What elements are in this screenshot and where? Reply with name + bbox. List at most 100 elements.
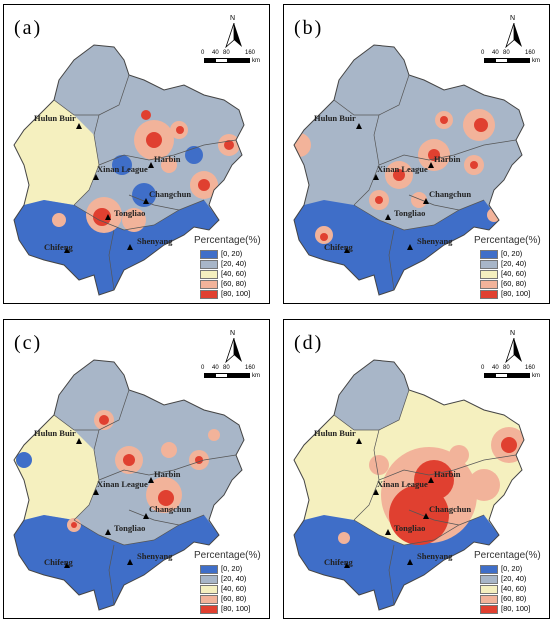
scale-unit: km [252, 373, 260, 379]
panel-label: (a) [14, 17, 43, 39]
legend: Percentage(%) [0, 20) [20, 40) [40, 60) [60,… [194, 235, 269, 303]
legend-swatch [200, 279, 218, 289]
legend-label: [40, 60) [501, 269, 527, 278]
hotspot [474, 118, 488, 132]
hotspot [122, 208, 146, 232]
legend-label: [0, 20) [501, 564, 523, 573]
legend-label: [60, 80) [501, 594, 527, 603]
city-label: Changchun [429, 189, 472, 199]
city-marker-icon [427, 477, 434, 483]
hotspot [338, 532, 350, 544]
legend-item: [40, 60) [200, 584, 246, 594]
city-label: Harbin [154, 154, 181, 164]
city-label: Shenyang [137, 236, 173, 246]
city-label: Tongliao [114, 523, 146, 533]
hotspot [185, 146, 203, 164]
city-label: Changchun [149, 504, 192, 514]
hotspot [208, 429, 220, 441]
region-fill [294, 200, 499, 295]
city-marker-icon [355, 123, 362, 129]
legend-swatch [480, 279, 498, 289]
legend-item: [80, 100] [200, 289, 250, 299]
city-label: Chifeng [44, 242, 73, 252]
city-marker-icon [372, 174, 379, 180]
legend-label: [20, 40) [221, 259, 247, 268]
hotspot [158, 490, 174, 506]
map-panel: (a) Hulun Buir Harbin Xinan League Changchun… [3, 4, 270, 304]
scale-tick-label: 40 [492, 50, 499, 56]
region-outline [293, 44, 525, 296]
hotspot [123, 454, 135, 466]
city-marker-icon [92, 489, 99, 495]
legend-swatch [480, 249, 498, 259]
hotspot [411, 192, 427, 208]
hotspot [198, 179, 210, 191]
city-marker-icon [147, 477, 154, 483]
legend-label: [0, 20) [501, 249, 523, 258]
city-label: Harbin [154, 469, 181, 479]
scale-tick-label: 0 [201, 50, 205, 56]
legend-swatch [480, 259, 498, 269]
legend-swatch [200, 269, 218, 279]
legend-label: [20, 40) [221, 574, 247, 583]
city-marker-icon [427, 162, 434, 168]
hotspot [52, 213, 66, 227]
hotspot [161, 442, 177, 458]
region-fill [14, 515, 219, 610]
legend-item: [80, 100] [480, 604, 530, 614]
city-marker-icon [355, 438, 362, 444]
legend-label: [20, 40) [501, 259, 527, 268]
city-label: Shenyang [417, 236, 453, 246]
legend-swatch [480, 574, 498, 584]
legend-swatch [480, 269, 498, 279]
region-fill [54, 360, 129, 430]
city-label: Hulun Buir [314, 113, 356, 123]
scale-tick-label: 160 [245, 365, 256, 371]
legend-item: [0, 20) [480, 249, 523, 259]
region-outline [13, 359, 245, 611]
city-marker-icon [104, 214, 111, 220]
legend-swatch [480, 604, 498, 614]
legend-item: [0, 20) [200, 564, 243, 574]
map-canvas [293, 359, 525, 611]
city-label: Hulun Buir [314, 428, 356, 438]
hotspot [112, 155, 132, 175]
legend: Percentage(%) [0, 20) [20, 40) [40, 60) [60,… [474, 235, 549, 303]
city-marker-icon [63, 247, 70, 253]
city-marker-icon [422, 198, 429, 204]
legend-title: Percentage(%) [474, 550, 541, 561]
scale-tick-label: 0 [481, 50, 485, 56]
map-canvas [13, 44, 245, 296]
region-outline [13, 44, 245, 296]
scale-unit: km [252, 58, 260, 64]
legend-label: [0, 20) [221, 564, 243, 573]
scale-bar: 0 40 80 160 km [481, 365, 546, 389]
hotspot [501, 437, 517, 453]
scale-tick-label: 80 [223, 50, 230, 56]
north-label: N [510, 15, 516, 22]
north-label: N [230, 330, 236, 337]
legend-item: [0, 20) [200, 249, 242, 259]
legend-swatch [480, 584, 498, 594]
legend-item: [20, 40) [480, 574, 526, 584]
scale-tick-label: 40 [492, 365, 499, 371]
map-panel: (d) Hulun Buir Harbin Xinan League Changchun… [283, 319, 550, 619]
hotspot [141, 110, 151, 120]
city-label: Xinan League [377, 479, 428, 489]
city-marker-icon [147, 162, 154, 168]
hotspot [428, 149, 440, 161]
legend: Percentage(%) [0, 20) [20, 40) [40, 60) [60,… [474, 550, 549, 618]
city-marker-icon [422, 513, 429, 519]
scale-tick-label: 80 [223, 365, 230, 371]
city-label: Harbin [434, 154, 461, 164]
hotspot [375, 196, 383, 204]
hotspot [146, 132, 162, 148]
panel-label: (c) [14, 332, 43, 354]
legend-label: [80, 100] [501, 289, 531, 298]
hotspot [99, 415, 109, 425]
scale-tick-label: 80 [503, 50, 510, 56]
scale-unit: km [532, 373, 540, 379]
scale-tick-label: 0 [201, 365, 205, 371]
scale-tick-label: 40 [212, 50, 219, 56]
city-marker-icon [406, 559, 413, 565]
